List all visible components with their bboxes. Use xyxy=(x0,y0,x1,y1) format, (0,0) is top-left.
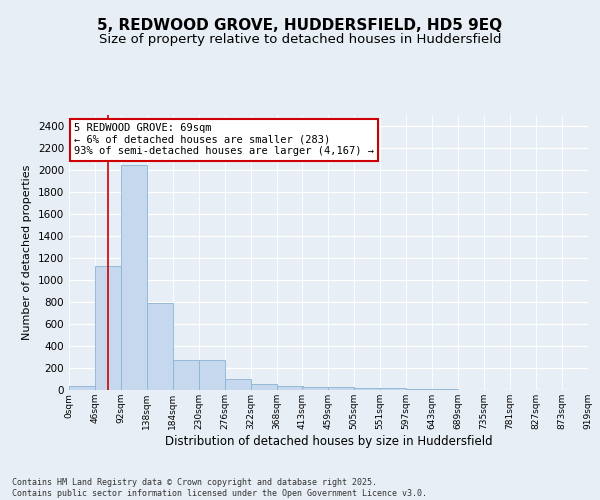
Bar xyxy=(277,386,303,390)
Bar xyxy=(328,387,354,390)
Bar xyxy=(199,360,225,390)
Bar xyxy=(251,384,277,390)
Bar xyxy=(225,379,251,390)
X-axis label: Distribution of detached houses by size in Huddersfield: Distribution of detached houses by size … xyxy=(164,434,493,448)
Bar xyxy=(69,386,95,390)
Bar xyxy=(354,388,380,390)
Bar xyxy=(121,164,147,390)
Y-axis label: Number of detached properties: Number of detached properties xyxy=(22,165,32,340)
Text: 5, REDWOOD GROVE, HUDDERSFIELD, HD5 9EQ: 5, REDWOOD GROVE, HUDDERSFIELD, HD5 9EQ xyxy=(97,18,503,32)
Bar xyxy=(95,266,121,390)
Text: Size of property relative to detached houses in Huddersfield: Size of property relative to detached ho… xyxy=(99,32,501,46)
Bar xyxy=(302,386,328,390)
Bar xyxy=(380,388,406,390)
Bar xyxy=(173,360,199,390)
Bar xyxy=(406,389,432,390)
Bar xyxy=(147,303,173,390)
Text: Contains HM Land Registry data © Crown copyright and database right 2025.
Contai: Contains HM Land Registry data © Crown c… xyxy=(12,478,427,498)
Text: 5 REDWOOD GROVE: 69sqm
← 6% of detached houses are smaller (283)
93% of semi-det: 5 REDWOOD GROVE: 69sqm ← 6% of detached … xyxy=(74,123,374,156)
